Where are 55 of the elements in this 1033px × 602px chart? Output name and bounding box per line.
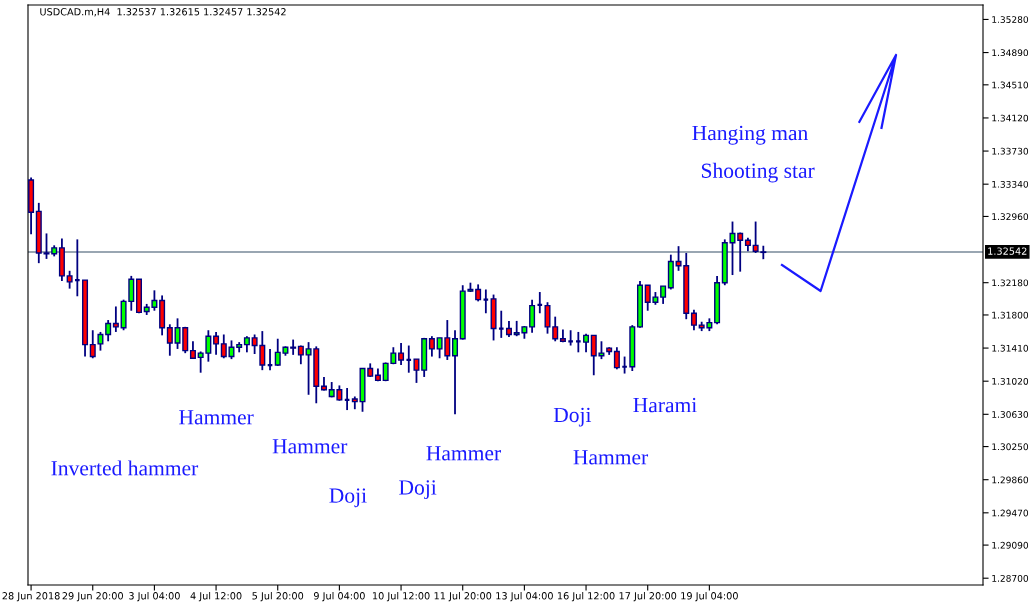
y-tick-label: 1.31020 bbox=[992, 377, 1029, 385]
x-tick-label: 16 Jul 12:00 bbox=[557, 591, 615, 602]
x-tick-label: 17 Jul 20:00 bbox=[619, 591, 677, 602]
y-tick-label: 1.33340 bbox=[992, 180, 1029, 188]
candlestick bbox=[583, 332, 590, 354]
candlestick bbox=[690, 308, 697, 332]
y-tick-label: 1.29860 bbox=[992, 476, 1029, 484]
candlestick bbox=[398, 342, 405, 366]
annotation: Harami bbox=[633, 397, 697, 413]
chart-title: USDCAD.m,H4 1.32537 1.32615 1.32457 1.32542 bbox=[40, 8, 286, 17]
annotation: Doji bbox=[399, 480, 437, 500]
x-tick-label: 4 Jul 12:00 bbox=[190, 591, 242, 602]
y-tick-label: 1.32180 bbox=[992, 279, 1029, 287]
ref-line-label: 1.32542 bbox=[988, 247, 1027, 255]
annotation: Doji bbox=[329, 488, 367, 508]
candlestick bbox=[413, 358, 420, 384]
annotation: Hammer bbox=[426, 446, 501, 461]
candlestick bbox=[213, 331, 220, 356]
x-tick-label: 19 Jul 04:00 bbox=[681, 591, 738, 602]
candlestick bbox=[613, 346, 620, 371]
candlestick bbox=[105, 319, 112, 343]
y-tick-label: 1.34510 bbox=[992, 81, 1029, 89]
x-tick-label: 28 Jun 2018 bbox=[2, 592, 60, 602]
y-tick-label: 1.33730 bbox=[992, 147, 1029, 155]
y-tick-label: 1.32960 bbox=[992, 213, 1029, 221]
x-tick-label: 5 Jul 20:00 bbox=[252, 591, 304, 602]
y-tick-label: 1.31800 bbox=[992, 311, 1029, 319]
y-tick-label: 1.30630 bbox=[992, 411, 1029, 418]
x-tick-label: 9 Jul 04:00 bbox=[313, 591, 365, 602]
y-tick-label: 1.31410 bbox=[992, 344, 1029, 352]
annotation: Hammer bbox=[573, 450, 649, 465]
candlestick bbox=[166, 323, 173, 357]
y-tick-label: 1.29470 bbox=[992, 509, 1029, 517]
candlestick bbox=[529, 298, 536, 334]
annotation: Hammer bbox=[272, 439, 348, 454]
candlestick bbox=[428, 335, 435, 358]
annotation: Doji bbox=[553, 407, 592, 427]
y-tick-label: 1.34120 bbox=[992, 114, 1029, 122]
candlestick bbox=[452, 329, 459, 416]
annotation: Hammer bbox=[179, 410, 254, 425]
x-tick-label: 29 Jun 20:00 bbox=[62, 592, 123, 602]
x-tick-label: 13 Jul 04:00 bbox=[496, 591, 553, 602]
annotation: Inverted hammer bbox=[51, 460, 199, 476]
y-tick-label: 1.35280 bbox=[992, 16, 1029, 23]
x-tick-label: 11 Jul 20:00 bbox=[434, 591, 492, 602]
y-tick-label: 1.28700 bbox=[992, 574, 1029, 582]
y-tick-label: 1.30250 bbox=[992, 443, 1029, 451]
y-tick-label: 1.34890 bbox=[992, 49, 1029, 57]
y-tick-label: 1.29090 bbox=[992, 541, 1029, 549]
annotation: Hanging man bbox=[692, 125, 808, 145]
annotation: Shooting star bbox=[701, 162, 815, 183]
candlestick bbox=[112, 305, 119, 333]
candlestick bbox=[290, 338, 297, 356]
x-tick-label: 10 Jul 12:00 bbox=[372, 591, 430, 602]
x-tick-label: 3 Jul 04:00 bbox=[129, 591, 180, 602]
